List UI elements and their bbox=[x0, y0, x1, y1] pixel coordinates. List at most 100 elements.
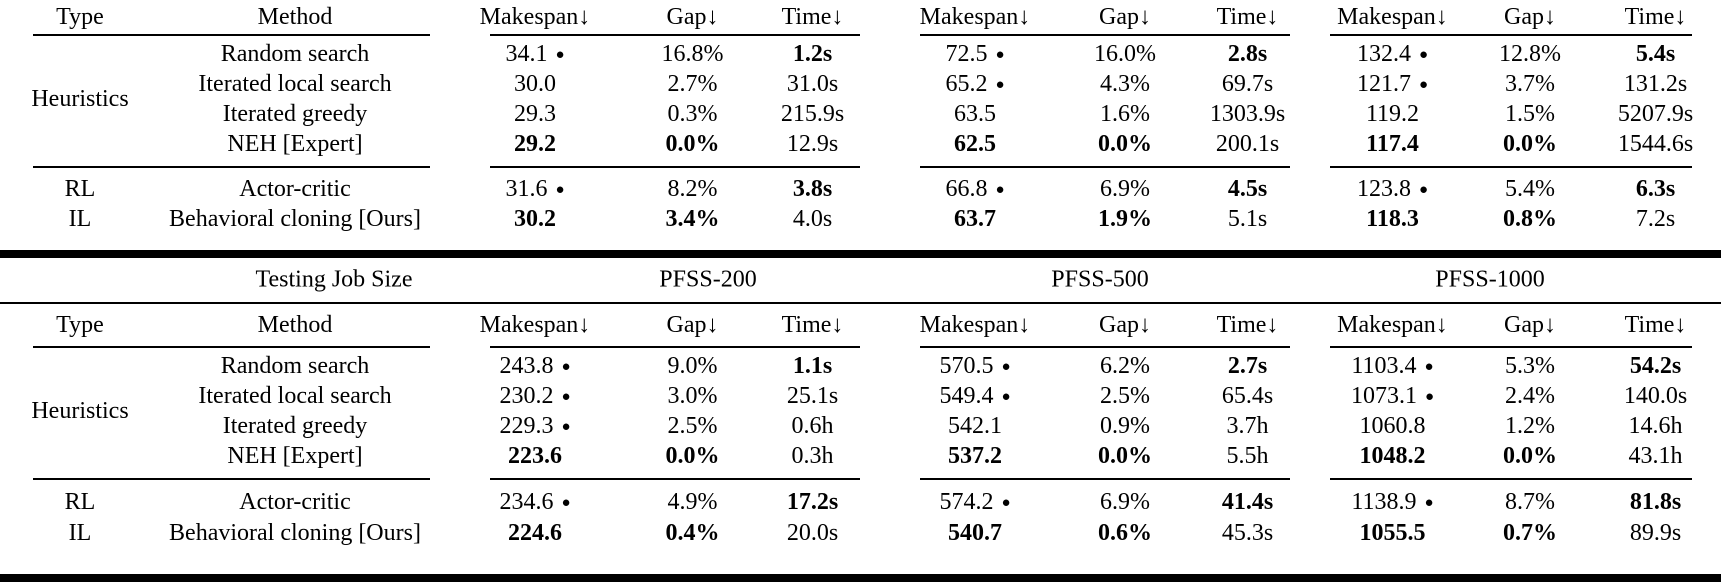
cell-gap: 2.7% bbox=[667, 71, 718, 97]
cell-gap: 0.0% bbox=[665, 443, 720, 469]
cell-time: 4.5s bbox=[1227, 176, 1268, 202]
cell-gap: 1.5% bbox=[1505, 101, 1555, 127]
cell-time: 140.0s bbox=[1623, 383, 1688, 409]
cell-time: 131.2s bbox=[1623, 71, 1688, 97]
col-header-time: Time↓ bbox=[781, 312, 844, 338]
type-label-rl: RL bbox=[64, 488, 96, 515]
makespan-value: 542.1 bbox=[948, 413, 1002, 439]
section-rule-row bbox=[0, 159, 1721, 174]
cell-makespan: 243.8 ● bbox=[430, 351, 640, 381]
cell-method: Behavioral cloning [Ours] bbox=[169, 206, 421, 232]
thick-divider-rule bbox=[0, 250, 1721, 258]
lower-header-row: Type Method Makespan↓ Gap↓ Time↓ Makespa… bbox=[0, 304, 1721, 346]
makespan-value: 574.2 bbox=[939, 488, 994, 515]
makespan-value: 1055.5 bbox=[1359, 519, 1426, 546]
row-actor-critic: RL Actor-critic 31.6 ● 8.2% 3.8s 66.8 ● 6.… bbox=[0, 174, 1721, 204]
rule-segment bbox=[430, 159, 880, 174]
cell-time: 0.6h bbox=[791, 413, 834, 439]
cell-time: 45.3s bbox=[1221, 519, 1274, 546]
cell-method: Actor-critic bbox=[239, 488, 351, 515]
makespan-value: 1048.2 bbox=[1359, 443, 1426, 469]
row-random-search: Heuristics Random search 243.8 ● 9.0% 1.1… bbox=[0, 351, 1721, 423]
bullet-dot-icon: ● bbox=[561, 389, 571, 405]
cell-gap: 2.5% bbox=[667, 413, 718, 439]
cell-makespan: 223.6 bbox=[430, 441, 640, 471]
cell-makespan: 29.3 bbox=[430, 99, 640, 129]
upper-results-table: Type Method Makespan↓ Gap↓ Time↓ Makespa… bbox=[0, 0, 1721, 234]
rule-segment bbox=[1315, 159, 1721, 174]
col-header-makespan: Makespan↓ bbox=[1337, 312, 1448, 338]
makespan-value: 1103.4 bbox=[1351, 353, 1417, 379]
rule-segment bbox=[430, 346, 880, 351]
makespan-value: 72.5 bbox=[945, 41, 988, 67]
rule-segment bbox=[880, 159, 1315, 174]
cell-time: 1.1s bbox=[792, 353, 833, 379]
cell-makespan: 30.0 bbox=[430, 69, 640, 99]
cell-time: 69.7s bbox=[1221, 71, 1274, 97]
cell-gap: 0.7% bbox=[1503, 519, 1557, 546]
cell-gap: 1.6% bbox=[1100, 101, 1150, 127]
col-header-makespan: Makespan↓ bbox=[1337, 4, 1448, 30]
lower-results-table: Type Method Makespan↓ Gap↓ Time↓ Makespa… bbox=[0, 304, 1721, 548]
cell-gap: 0.8% bbox=[1503, 206, 1557, 232]
cell-time: 17.2s bbox=[786, 488, 839, 515]
col-header-gap: Gap↓ bbox=[1099, 4, 1151, 30]
bullet-dot-icon: ● bbox=[561, 419, 571, 435]
bullet-dot-icon: ● bbox=[1424, 359, 1434, 375]
col-header-type: Type bbox=[56, 4, 104, 30]
cell-time: 20.0s bbox=[786, 519, 839, 546]
cell-time: 14.6h bbox=[1628, 413, 1683, 439]
cell-gap: 6.9% bbox=[1100, 176, 1150, 202]
cell-time: 41.4s bbox=[1221, 488, 1274, 515]
bullet-dot-icon: ● bbox=[555, 182, 565, 198]
cell-gap: 0.0% bbox=[1503, 131, 1557, 157]
cell-time: 1303.9s bbox=[1209, 101, 1286, 127]
testing-job-size-label: Testing Job Size bbox=[255, 266, 413, 293]
cell-makespan: 123.8 ● bbox=[1315, 174, 1470, 204]
type-label-heuristics: Heuristics bbox=[31, 398, 129, 424]
makespan-value: 570.5 bbox=[939, 353, 994, 379]
cell-makespan: 1060.8 bbox=[1315, 411, 1470, 441]
cell-time: 0.3h bbox=[791, 443, 834, 469]
cell-gap: 16.8% bbox=[661, 41, 724, 67]
cell-makespan: 230.2 ● bbox=[430, 381, 640, 411]
bullet-dot-icon: ● bbox=[555, 47, 565, 63]
cell-makespan: 229.3 ● bbox=[430, 411, 640, 441]
cell-method: Random search bbox=[220, 353, 370, 379]
col-header-method: Method bbox=[257, 312, 333, 338]
makespan-value: 30.2 bbox=[514, 206, 556, 232]
makespan-value: 117.4 bbox=[1366, 131, 1419, 157]
rule-segment bbox=[880, 471, 1315, 486]
cell-makespan: 72.5 ● bbox=[880, 39, 1070, 69]
cell-makespan: 65.2 ● bbox=[880, 69, 1070, 99]
testing-job-size-band: Testing Job Size PFSS-200 PFSS-500 PFSS-… bbox=[0, 258, 1721, 302]
col-header-time: Time↓ bbox=[1624, 4, 1687, 30]
cell-gap: 0.0% bbox=[665, 131, 720, 157]
makespan-value: 118.3 bbox=[1366, 206, 1419, 232]
cell-gap: 12.8% bbox=[1499, 41, 1561, 67]
cell-makespan: 121.7 ● bbox=[1315, 69, 1470, 99]
row-actor-critic: RL Actor-critic 234.6 ● 4.9% 17.2s 574.2 ●… bbox=[0, 486, 1721, 517]
cell-time: 25.1s bbox=[786, 383, 839, 409]
cell-makespan: 570.5 ● bbox=[880, 351, 1070, 381]
bullet-dot-icon: ● bbox=[1001, 389, 1011, 405]
cell-makespan: 1138.9 ● bbox=[1315, 486, 1470, 517]
group-header-pfss-1000: PFSS-1000 bbox=[1435, 266, 1545, 293]
group-header-pfss-500: PFSS-500 bbox=[1051, 266, 1149, 293]
cell-method: Random search bbox=[220, 41, 370, 67]
type-label-rl: RL bbox=[64, 176, 96, 202]
rule-segment bbox=[1315, 471, 1721, 486]
cell-method: Actor-critic bbox=[239, 176, 351, 202]
cell-time: 4.0s bbox=[792, 206, 833, 232]
cell-time: 89.9s bbox=[1629, 519, 1682, 546]
makespan-value: 229.3 bbox=[499, 413, 554, 439]
cell-time: 3.8s bbox=[792, 176, 833, 202]
col-header-time: Time↓ bbox=[1216, 4, 1279, 30]
makespan-value: 29.3 bbox=[514, 101, 556, 127]
cell-time: 2.7s bbox=[1227, 353, 1268, 379]
cell-method: Iterated local search bbox=[198, 71, 392, 97]
makespan-value: 31.6 bbox=[505, 176, 548, 202]
row-random-search: Heuristics Random search 34.1 ● 16.8% 1.2… bbox=[0, 39, 1721, 111]
cell-time: 5.1s bbox=[1227, 206, 1268, 232]
type-label-il: IL bbox=[68, 519, 92, 546]
